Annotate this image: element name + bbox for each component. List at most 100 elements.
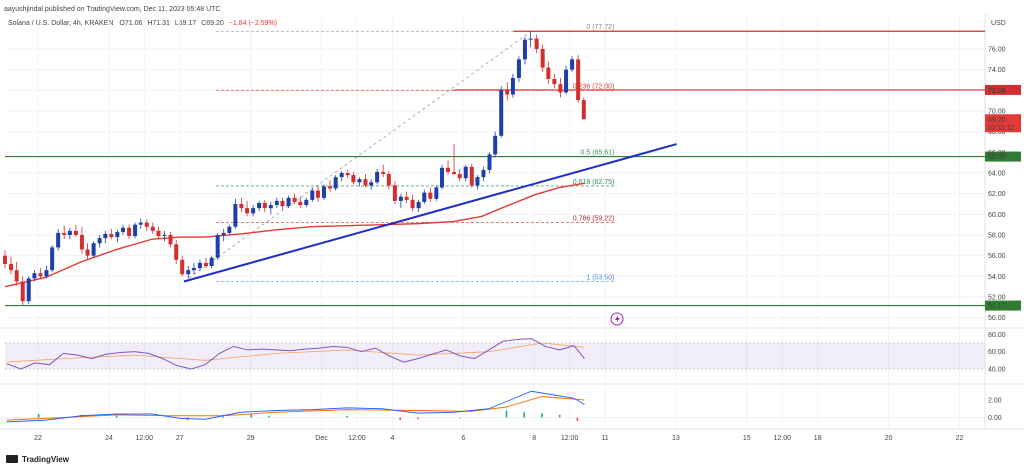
time-axis[interactable]: 22 24 12:00 27 29 Dec 12:00 4 6 8 12:00 11 13 15 12:00… <box>34 435 963 442</box>
moving-average <box>4 182 585 288</box>
candle-body <box>522 39 527 60</box>
moving-average-line <box>4 182 585 288</box>
macd-pane <box>5 390 985 423</box>
candle-body <box>410 199 415 209</box>
time-tick-label: 27 <box>176 435 184 442</box>
grid <box>5 18 985 428</box>
macd-histogram-bar <box>523 412 526 418</box>
macd-signal-line <box>6 396 585 421</box>
candle-body <box>180 259 185 275</box>
candle-body <box>197 262 202 269</box>
price-tick-label: 60.00 <box>988 212 1006 219</box>
ohlc-change: −1.84 (−2.59%) <box>229 20 277 27</box>
price-tick-label: 62.00 <box>988 191 1006 198</box>
price-tick-label: 56.00 <box>988 253 1006 260</box>
tradingview-logo[interactable]: TradingView <box>6 455 70 464</box>
horizontal-line-label: 72.04 <box>988 87 1006 94</box>
candle-body <box>257 202 262 209</box>
candles <box>3 31 586 306</box>
candle-body <box>392 185 397 201</box>
time-tick-label: 24 <box>105 435 113 442</box>
candle-body <box>109 233 114 238</box>
ohlc-open: O71.06 <box>119 20 142 27</box>
candle-body <box>398 196 403 201</box>
candle-body <box>280 200 285 207</box>
time-tick-label: 22 <box>956 435 964 442</box>
candle-body <box>20 281 25 302</box>
price-axis[interactable]: 50.00 52.00 54.00 56.00 58.00 60.00 62.00 64.00… <box>985 47 1021 423</box>
candle-body <box>581 100 586 120</box>
horizontal-line-label: 51.17 <box>988 303 1006 310</box>
candle-body <box>546 67 551 79</box>
candle-body <box>56 232 61 248</box>
candle-body <box>576 59 581 101</box>
trendline[interactable] <box>183 143 677 283</box>
candle-body <box>475 177 480 186</box>
author-line: aayushjindal published on TradingView.co… <box>4 6 221 13</box>
candle-body <box>79 235 84 250</box>
candle-body <box>144 222 149 227</box>
macd-histogram-bar <box>576 417 579 421</box>
symbol-line: Solana / U.S. Dollar, 4h, KRAKEN O71.06 … <box>8 20 277 27</box>
fib-retracement[interactable]: 0 (77.72) 0.236 (72.00) 0.5 (65.61) 0.618 (… <box>183 24 617 282</box>
candle-body <box>298 201 303 206</box>
time-tick-label: 12:00 <box>774 435 792 442</box>
candle-body <box>138 222 143 225</box>
time-tick-label: 8 <box>532 435 536 442</box>
macd-histogram-bar <box>558 414 561 418</box>
candle-body <box>510 77 515 95</box>
candle-body <box>44 270 49 277</box>
price-tick-label: 64.00 <box>988 171 1006 178</box>
candle-body <box>203 262 208 266</box>
candle-body <box>434 187 439 199</box>
candle-body <box>493 135 498 155</box>
candle-body <box>564 69 569 93</box>
candle-body <box>463 166 468 179</box>
flash-icon[interactable] <box>610 312 624 326</box>
price-tick-label: 66.00 <box>988 150 1006 157</box>
price-tick-label: 72.00 <box>988 88 1006 95</box>
currency-label: USD <box>991 20 1006 27</box>
symbol-name: Solana / U.S. Dollar, 4h, KRAKEN <box>8 20 113 27</box>
time-tick-label: 11 <box>601 435 608 442</box>
time-tick-label: 13 <box>672 435 680 442</box>
candle-body <box>62 232 67 235</box>
candle-body <box>528 38 533 40</box>
time-tick-label: 15 <box>743 435 751 442</box>
time-tick-label: 4 <box>390 435 394 442</box>
candle-body <box>162 235 167 237</box>
time-tick-label: 20 <box>885 435 893 442</box>
candle-body <box>127 227 132 237</box>
price-tick-label: 70.00 <box>988 109 1006 116</box>
fib-level-label: 0.618 (62.75) <box>573 179 615 186</box>
candle-body <box>422 192 427 202</box>
candle-body <box>91 243 96 256</box>
candle-body <box>339 173 344 178</box>
price-tick-label: 52.00 <box>988 295 1006 302</box>
candle-body <box>333 177 338 189</box>
candle-body <box>286 197 291 207</box>
candle-body <box>328 186 333 189</box>
candle-body <box>274 200 279 206</box>
candle-body <box>209 257 214 266</box>
rsi-tick-label: 80.00 <box>988 332 1006 339</box>
indicator-panes <box>0 14 1024 430</box>
time-tick-label: 18 <box>814 435 822 442</box>
last-price-label: 69.20 <box>988 117 1006 124</box>
candle-body <box>50 247 55 271</box>
candle-body <box>540 49 545 68</box>
candle-body <box>251 208 256 214</box>
macd-histogram-bar <box>541 413 543 418</box>
candle-body <box>221 232 226 235</box>
bar-countdown-label: 02:11:11 <box>988 125 1014 132</box>
candle-body <box>452 171 457 175</box>
horizontal-line-tag <box>985 151 1021 162</box>
candle-body <box>304 199 309 206</box>
ohlc-high: H71.31 <box>147 20 170 27</box>
time-tick-label: 22 <box>34 435 42 442</box>
candle-body <box>133 224 138 237</box>
candle-body <box>516 59 521 78</box>
candle-body <box>150 226 155 231</box>
